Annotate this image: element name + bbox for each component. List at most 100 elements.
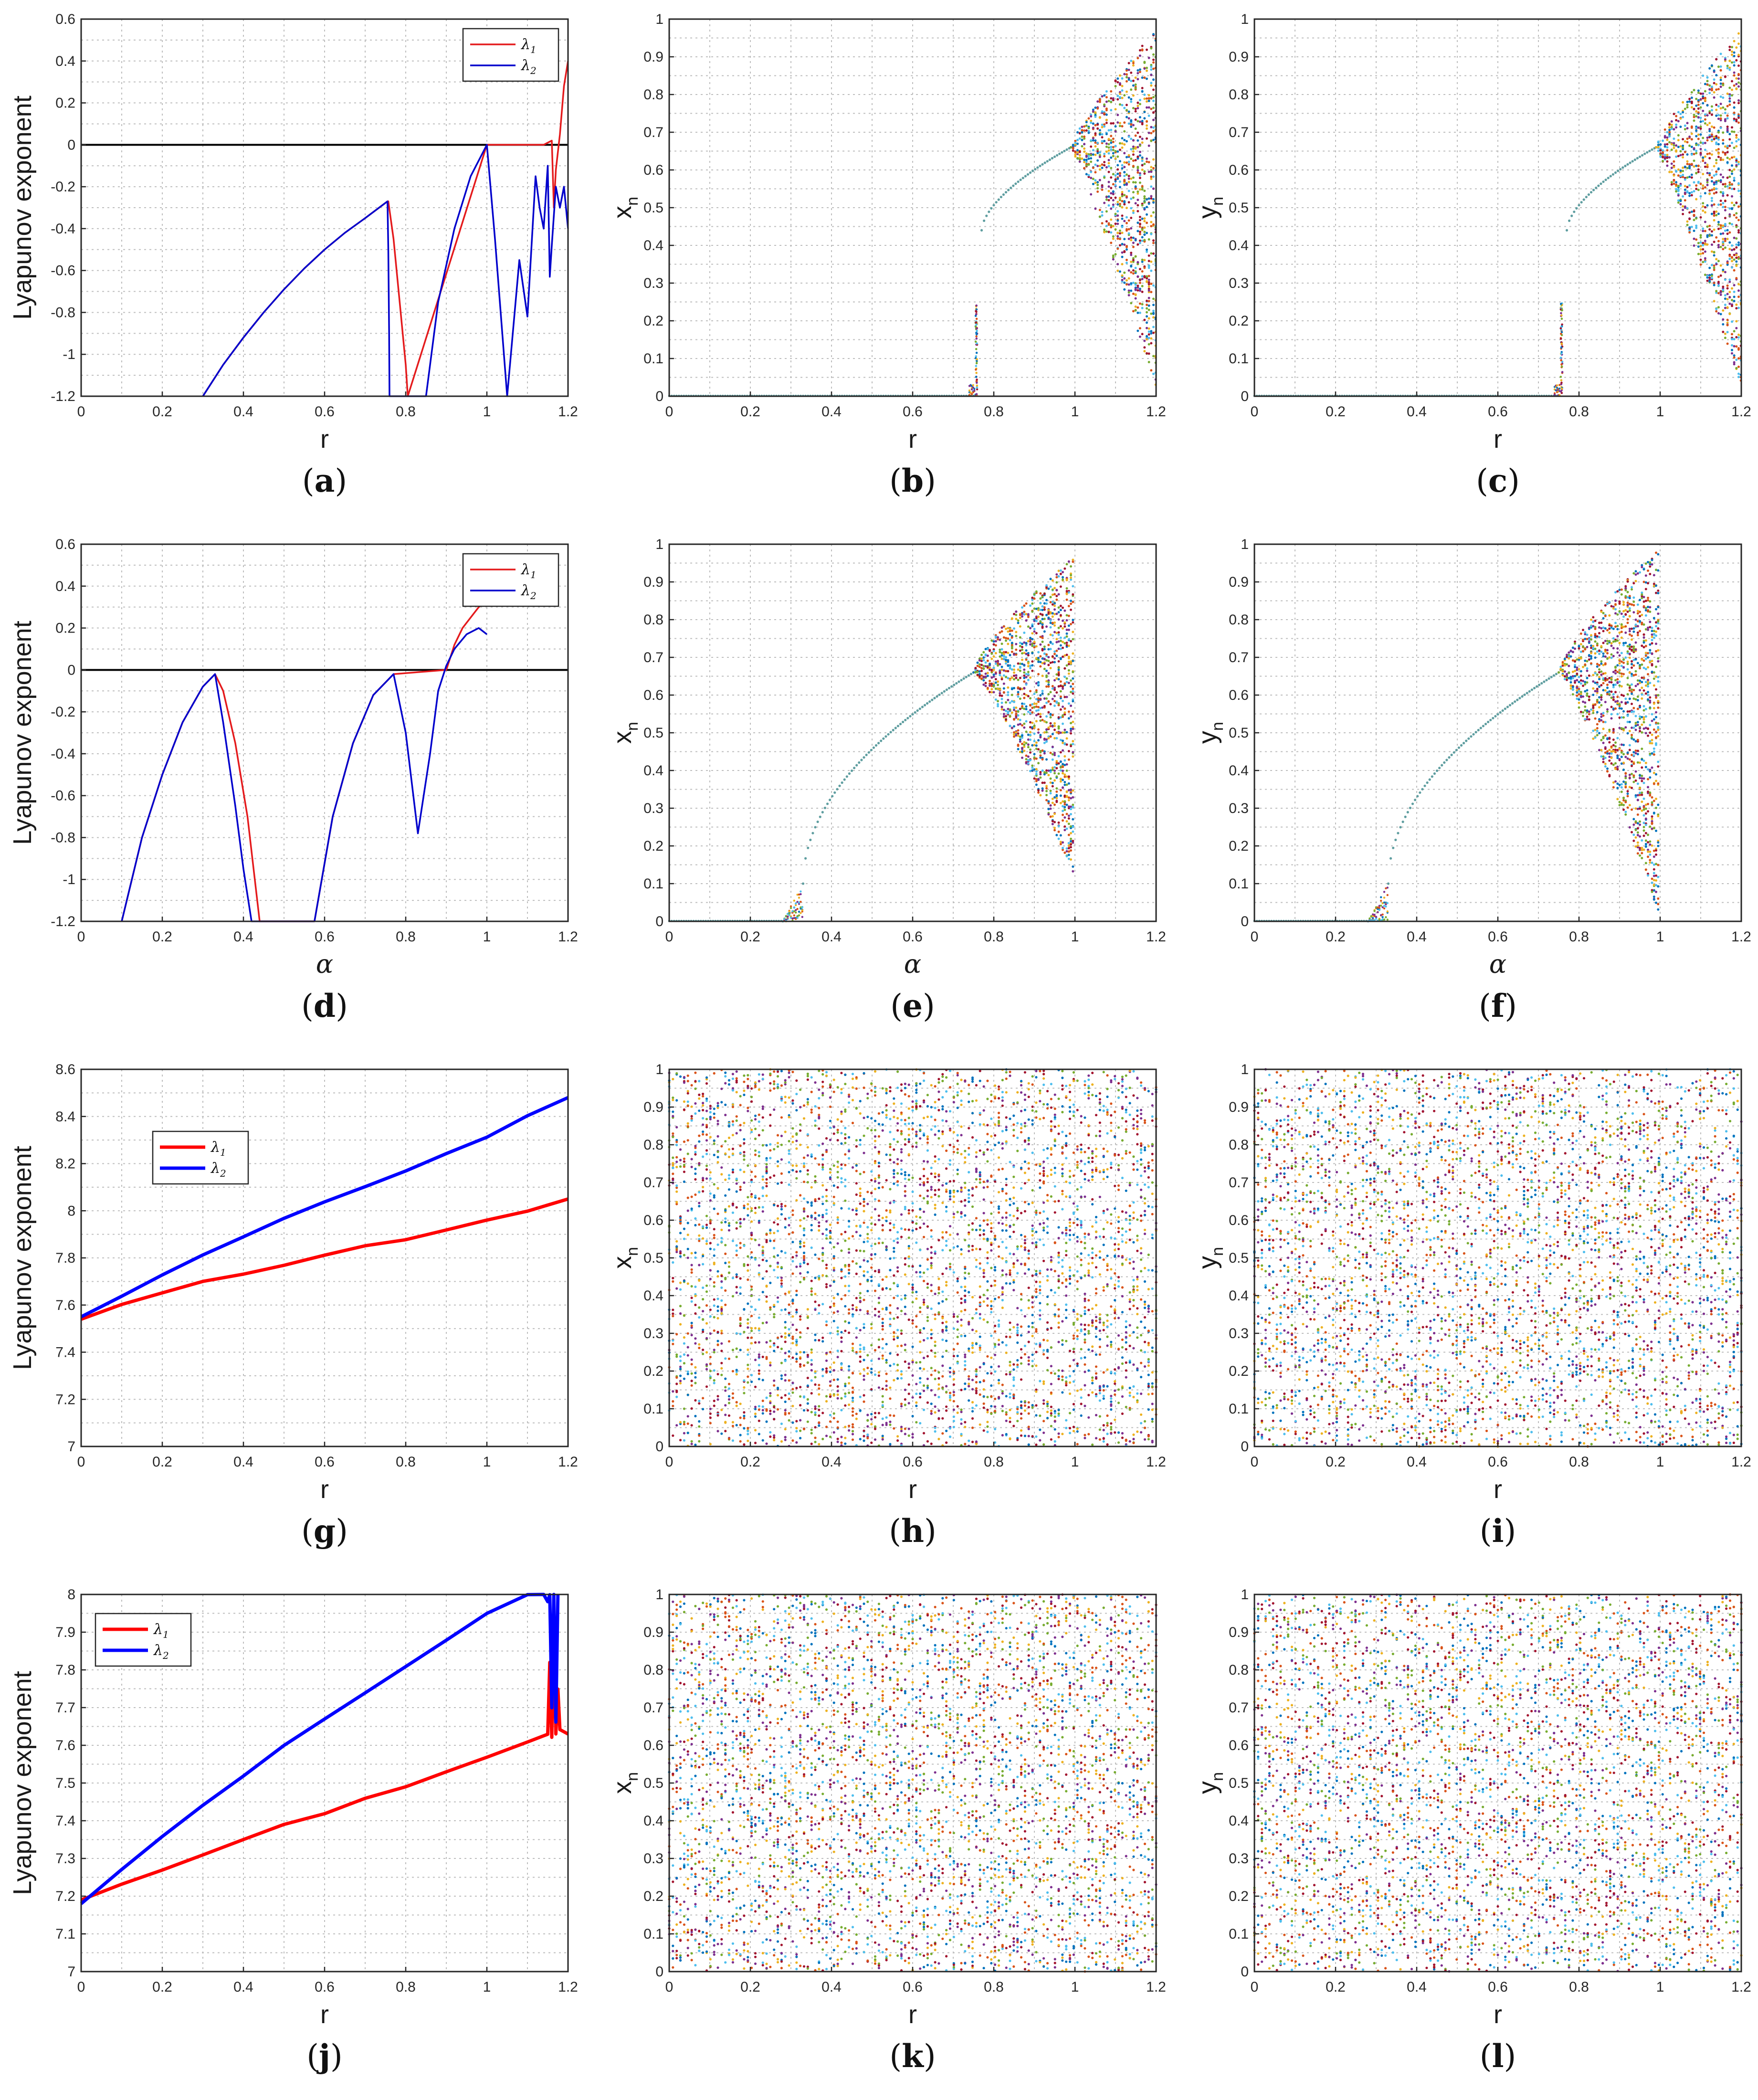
- point: [1055, 573, 1058, 576]
- point: [1717, 221, 1720, 223]
- point: [1561, 371, 1564, 373]
- point: [1049, 713, 1052, 716]
- point: [1118, 93, 1121, 95]
- point: [1037, 615, 1040, 618]
- point: [1132, 176, 1135, 179]
- point: [1719, 180, 1722, 183]
- point: [978, 670, 981, 673]
- point: [1062, 813, 1064, 816]
- point: [1067, 814, 1070, 817]
- point: [1737, 42, 1740, 45]
- y-axis-label: Lyapunov exponent: [8, 621, 37, 844]
- point: [1147, 144, 1150, 147]
- point: [1053, 686, 1056, 689]
- point: [1141, 156, 1144, 159]
- point: [1666, 131, 1669, 134]
- point: [1719, 69, 1722, 72]
- point: [1737, 219, 1740, 222]
- point: [1733, 55, 1736, 57]
- point: [1150, 175, 1153, 178]
- point: [1059, 680, 1062, 683]
- point: [1606, 686, 1609, 689]
- point: [1041, 609, 1044, 612]
- point: [1699, 245, 1702, 248]
- point: [1094, 145, 1097, 148]
- point: [1021, 736, 1023, 739]
- point: [1098, 215, 1101, 218]
- point: [1737, 257, 1740, 260]
- point: [1051, 746, 1054, 748]
- point: [1072, 825, 1074, 828]
- point: [1146, 250, 1148, 253]
- point: [1668, 123, 1671, 126]
- point: [1378, 909, 1380, 911]
- point: [1713, 126, 1716, 129]
- point: [1702, 92, 1705, 95]
- point: [1369, 917, 1371, 920]
- point: [1686, 122, 1689, 125]
- point: [1015, 648, 1018, 651]
- point: [1072, 710, 1074, 713]
- point: [1695, 149, 1698, 152]
- point: [1146, 198, 1148, 201]
- point: [1728, 95, 1731, 97]
- point: [1043, 741, 1046, 744]
- point: [1717, 136, 1720, 139]
- point: [1586, 718, 1589, 721]
- point: [1152, 284, 1155, 287]
- point: [1045, 625, 1048, 628]
- point: [1130, 282, 1133, 285]
- grid-c: [1254, 19, 1742, 397]
- point: [1722, 202, 1725, 205]
- point: [1116, 155, 1119, 158]
- point: [973, 388, 976, 390]
- point: [1098, 151, 1101, 154]
- point: [1132, 147, 1135, 150]
- point: [1067, 560, 1070, 563]
- point: [989, 668, 991, 671]
- x-tick-label: 0: [665, 929, 674, 945]
- point: [1608, 656, 1611, 659]
- point: [1116, 269, 1119, 272]
- point: [1134, 127, 1137, 130]
- point: [1137, 261, 1139, 264]
- point: [1693, 181, 1695, 184]
- point: [1101, 136, 1104, 139]
- point: [1072, 560, 1074, 563]
- point: [1130, 60, 1133, 63]
- point: [1576, 694, 1579, 697]
- x-tick-label: 1: [483, 929, 491, 945]
- point: [1631, 160, 1634, 163]
- point: [1582, 198, 1585, 201]
- point: [1733, 168, 1736, 171]
- point: [1592, 189, 1595, 191]
- point: [1114, 157, 1117, 160]
- legend-label-sub: 2: [530, 590, 537, 602]
- point: [1019, 718, 1021, 721]
- point: [1041, 789, 1044, 792]
- point: [1094, 179, 1097, 182]
- point: [975, 393, 978, 395]
- point: [1731, 287, 1733, 290]
- point: [1690, 127, 1693, 129]
- point: [1098, 133, 1101, 136]
- point: [1045, 769, 1048, 772]
- point: [1594, 640, 1597, 643]
- point: [1011, 711, 1013, 714]
- point: [1059, 789, 1062, 791]
- point: [1055, 589, 1058, 591]
- point: [1717, 243, 1720, 246]
- point: [975, 362, 978, 365]
- point: [1033, 740, 1036, 742]
- point: [1125, 161, 1128, 164]
- point: [1041, 626, 1044, 629]
- point: [1043, 648, 1046, 651]
- point: [1699, 182, 1702, 185]
- point: [1033, 777, 1036, 780]
- point: [1059, 769, 1062, 772]
- point: [1560, 379, 1563, 381]
- point: [984, 685, 987, 687]
- point: [1118, 74, 1121, 77]
- point: [1047, 644, 1050, 646]
- point: [1733, 156, 1736, 158]
